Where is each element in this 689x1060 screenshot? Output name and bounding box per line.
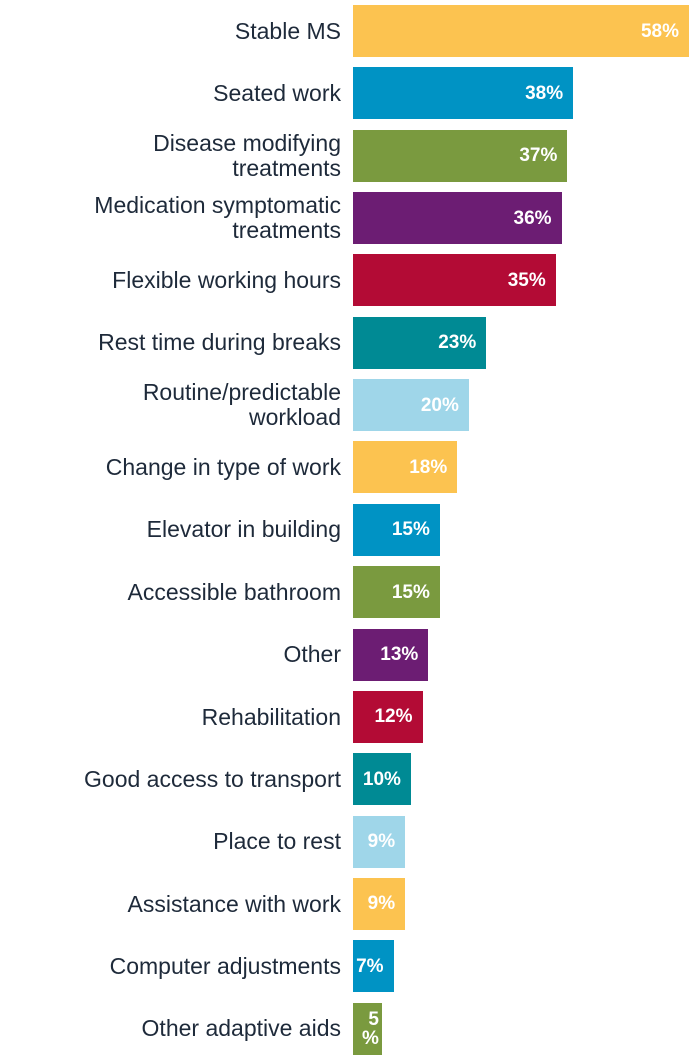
bar: 20% xyxy=(353,379,469,432)
value-label: 7% xyxy=(356,955,384,977)
bar-row: Other 13% xyxy=(0,624,689,686)
category-label: Seated work xyxy=(213,80,341,107)
category-label: Elevator in building xyxy=(146,516,341,543)
bar: 9% xyxy=(353,877,406,930)
bar: 37% xyxy=(353,129,568,182)
bar: 13% xyxy=(353,628,429,681)
category-label: Computer adjustments xyxy=(109,952,341,979)
bar: 58% xyxy=(353,5,689,57)
bar-row: Elevator in building 15% xyxy=(0,499,689,561)
bar: 15% xyxy=(353,503,440,556)
bar: 9% xyxy=(353,815,406,868)
value-label: 9% xyxy=(367,893,396,915)
value-label: 18% xyxy=(409,456,448,478)
category-label: Flexible working hours xyxy=(112,267,341,294)
category-label: Accessible bathroom xyxy=(127,578,342,605)
bar-row: Flexible working hours 35% xyxy=(0,249,689,311)
bar: 5% xyxy=(353,1002,382,1055)
bar-row: Accessible bathroom 15% xyxy=(0,561,689,623)
bar: 35% xyxy=(353,254,556,307)
bar-row: Other adaptive aids 5% xyxy=(0,998,689,1060)
category-label: Rest time during breaks xyxy=(98,329,341,356)
bar-row: Good access to transport 10% xyxy=(0,748,689,810)
bar: 7% xyxy=(353,940,394,993)
value-label: 13% xyxy=(380,644,419,666)
category-label: Change in type of work xyxy=(105,454,341,481)
category-label: Other xyxy=(283,641,341,668)
value-label: 10% xyxy=(362,768,401,790)
bar: 38% xyxy=(353,67,574,120)
category-label: Medication symptomatic treatments xyxy=(94,192,341,244)
bar-row: Change in type of work 18% xyxy=(0,436,689,498)
bar-row: Assistance with work 9% xyxy=(0,873,689,935)
value-label: 36% xyxy=(513,207,552,229)
bar-row: Disease modifying treatments 37% xyxy=(0,125,689,187)
value-label: 37% xyxy=(519,145,558,167)
value-label: 38% xyxy=(525,82,564,104)
bar: 18% xyxy=(353,441,458,494)
value-label: 15% xyxy=(391,581,430,603)
value-label: 5% xyxy=(362,1008,379,1049)
bar: 23% xyxy=(353,316,487,369)
bar-row: Seated work 38% xyxy=(0,62,689,124)
category-label: Other adaptive aids xyxy=(141,1015,341,1042)
category-label: Stable MS xyxy=(234,17,341,44)
value-label: 23% xyxy=(438,332,477,354)
bar-row: Place to rest 9% xyxy=(0,811,689,873)
bar-row: Stable MS 58% xyxy=(0,0,689,62)
bar-row: Computer adjustments 7% xyxy=(0,935,689,997)
bar-row: Routine/predictable workload 20% xyxy=(0,374,689,436)
bar-row: Rehabilitation 12% xyxy=(0,686,689,748)
bar-row: Medication symptomatic treatments 36% xyxy=(0,187,689,249)
bar: 12% xyxy=(353,690,423,743)
category-label: Place to rest xyxy=(213,828,341,855)
value-label: 12% xyxy=(374,706,413,728)
value-label: 35% xyxy=(507,269,546,291)
category-label: Rehabilitation xyxy=(201,703,341,730)
bar: 15% xyxy=(353,566,440,619)
value-label: 20% xyxy=(420,394,459,416)
value-label: 15% xyxy=(391,519,430,541)
bar: 10% xyxy=(353,753,411,806)
value-label: 58% xyxy=(640,20,679,42)
category-label: Assistance with work xyxy=(127,890,341,917)
category-label: Routine/predictable workload xyxy=(142,379,341,431)
bar-row: Rest time during breaks 23% xyxy=(0,312,689,374)
value-label: 9% xyxy=(367,831,396,853)
category-label: Good access to transport xyxy=(84,765,341,792)
bar: 36% xyxy=(353,192,562,245)
category-label: Disease modifying treatments xyxy=(153,129,341,181)
